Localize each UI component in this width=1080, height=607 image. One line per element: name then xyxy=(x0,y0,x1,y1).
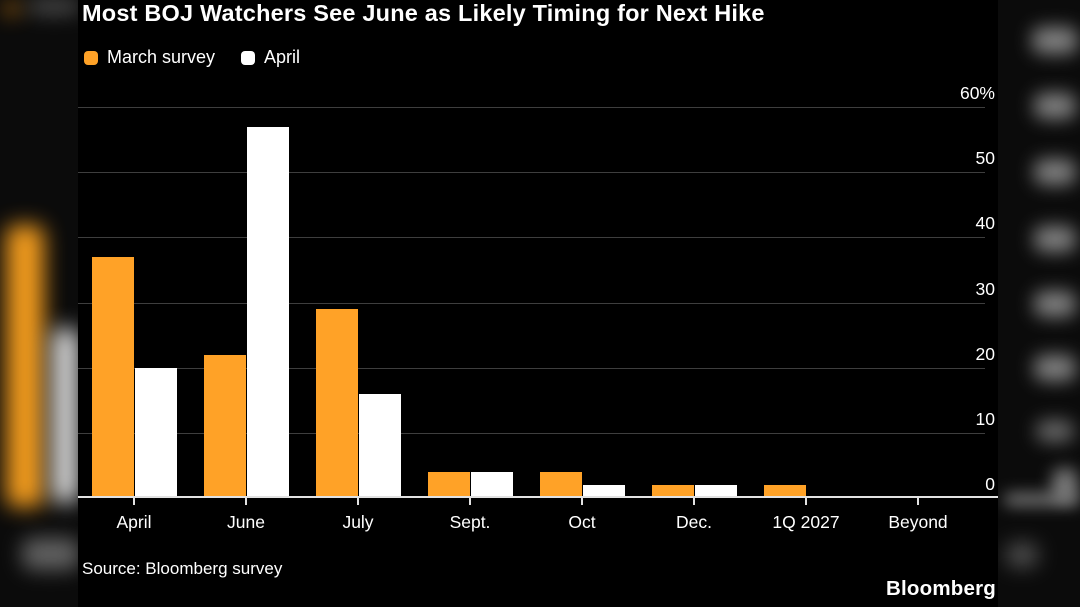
y-axis-tick-label: 30 xyxy=(975,278,995,299)
x-axis-tick xyxy=(245,498,247,505)
legend-label: March survey xyxy=(107,47,216,67)
x-axis-label: 1Q 2027 xyxy=(772,512,840,532)
bar-march-June xyxy=(203,354,246,498)
y-axis-tick-label: 50 xyxy=(975,148,995,169)
bg-blob xyxy=(6,225,44,507)
x-axis-tick xyxy=(917,498,919,505)
bar-april-June xyxy=(246,126,289,498)
x-axis-label: Oct xyxy=(568,512,596,532)
gridline xyxy=(78,107,985,108)
y-axis-tick-label: 60% xyxy=(959,83,995,103)
x-axis-tick xyxy=(357,498,359,505)
x-axis-tick xyxy=(133,498,135,505)
y-axis-tick-label: 20 xyxy=(975,343,995,364)
gridline xyxy=(78,432,985,434)
bg-blob xyxy=(1036,420,1074,442)
bar-march-April xyxy=(91,256,134,498)
bar-march-Oct xyxy=(539,471,582,498)
gridline xyxy=(78,237,985,239)
bg-blob xyxy=(22,538,80,570)
bg-blob xyxy=(28,0,80,13)
bar-march-Dec. xyxy=(651,484,694,498)
bg-blob xyxy=(1032,27,1078,54)
y-axis-tick-label: 40 xyxy=(975,213,995,234)
bg-blob xyxy=(1034,159,1076,185)
bg-blob xyxy=(1004,494,1080,505)
plot-area: 60% 50 40 30 20 10 0 April June July Sept. Oct Dec. 1… xyxy=(78,0,998,607)
x-axis-tick xyxy=(805,498,807,505)
chart-title: Most BOJ Watchers See June as Likely Tim… xyxy=(82,0,765,26)
bg-blob xyxy=(1052,468,1078,500)
bar-april-April xyxy=(134,367,177,498)
x-axis-tick xyxy=(469,498,471,505)
x-axis-tick xyxy=(581,498,583,505)
bar-march-Sept. xyxy=(427,471,470,498)
legend-swatch-april-icon xyxy=(241,50,256,65)
bar-april-Dec. xyxy=(694,484,737,498)
legend-item-march-survey: March survey xyxy=(84,47,215,68)
bg-blob xyxy=(1034,291,1076,317)
x-axis-label: Beyond xyxy=(888,512,948,532)
x-axis-label: Dec. xyxy=(676,512,712,532)
x-axis-label: July xyxy=(342,512,374,532)
legend-label: April xyxy=(264,47,301,67)
x-axis-label: April xyxy=(116,512,152,532)
gridline xyxy=(78,172,985,174)
legend-item-april: April xyxy=(241,47,300,68)
x-axis-line xyxy=(78,496,998,498)
x-axis-tick xyxy=(693,498,695,505)
bar-april-July xyxy=(358,393,401,498)
bar-march-July xyxy=(315,309,358,498)
bar-april-Sept. xyxy=(470,471,513,498)
bg-blob xyxy=(52,328,79,503)
x-axis-label: Sept. xyxy=(449,512,491,532)
chart-legend: March survey April xyxy=(84,47,300,68)
bar-march-1Q 2027 xyxy=(763,484,806,498)
bg-blob xyxy=(3,2,20,15)
bg-blob xyxy=(1034,93,1076,119)
gridline xyxy=(78,302,985,304)
y-axis-tick-label: 0 xyxy=(985,474,995,494)
bg-blob xyxy=(1034,226,1076,252)
bar-april-Oct xyxy=(582,484,625,498)
bg-blob xyxy=(1034,355,1076,381)
source-note: Source: Bloomberg survey xyxy=(82,559,283,578)
gridline xyxy=(78,367,985,369)
legend-swatch-march-icon xyxy=(84,50,98,65)
y-axis-tick-label: 10 xyxy=(975,408,995,429)
bloomberg-logo: Bloomberg xyxy=(886,577,996,600)
chart-panel: Most BOJ Watchers See June as Likely Tim… xyxy=(78,0,998,607)
x-axis-label: June xyxy=(227,512,265,532)
bg-blob xyxy=(1006,543,1038,567)
